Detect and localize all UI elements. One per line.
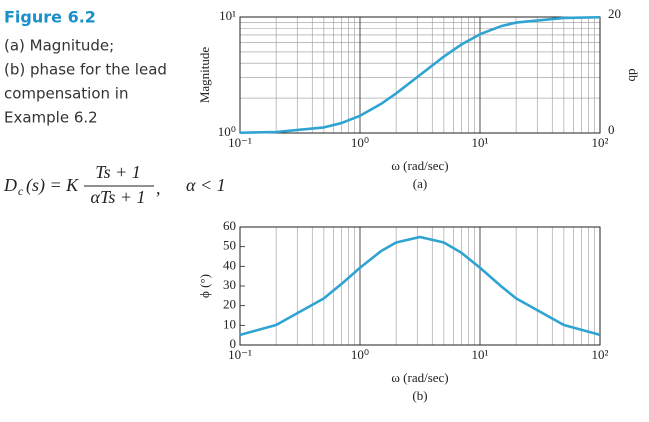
data-line <box>239 15 601 135</box>
subtitle: (a) <box>413 176 427 191</box>
y-axis-label: Magnitude <box>197 47 212 104</box>
y-tick-label: 10 <box>223 316 236 331</box>
formula-sep: , <box>156 178 161 198</box>
caption-line: (b) phase for the lead <box>4 61 167 79</box>
formula-lhs: D <box>3 175 17 195</box>
y-tick-label: 10¹ <box>219 8 236 23</box>
subtitle: (b) <box>412 388 427 403</box>
caption-line: Example 6.2 <box>4 109 98 127</box>
figure-title: Figure 6.2 <box>4 8 96 27</box>
caption-line: (a) Magnitude; <box>4 37 114 55</box>
x-tick-label: 10² <box>592 347 609 362</box>
y-tick-label: 10⁰ <box>218 124 236 139</box>
caption-line: compensation in <box>4 85 128 103</box>
x-tick-label: 10² <box>592 135 609 150</box>
x-tick-label: 10⁻¹ <box>228 347 252 362</box>
y-tick-label: 20 <box>223 297 236 312</box>
x-tick-label: 10¹ <box>472 347 489 362</box>
x-tick-label: 10⁰ <box>351 347 369 362</box>
formula-mid: (s) = K <box>26 175 79 196</box>
x-tick-label: 10¹ <box>472 135 489 150</box>
x-tick-label: 10⁰ <box>351 135 369 150</box>
plot-frame <box>239 226 601 346</box>
x-tick-label: 10⁻¹ <box>228 135 252 150</box>
y2-axis-label: db <box>626 69 641 82</box>
plot-frame <box>239 16 601 134</box>
y2-tick-label: 0 <box>608 122 615 137</box>
formula-num: Ts + 1 <box>95 162 141 182</box>
y-tick-label: 30 <box>223 277 236 292</box>
data-line <box>239 235 601 337</box>
y-axis-label: ϕ (°) <box>197 274 212 298</box>
y2-tick-label: 20 <box>608 6 621 21</box>
y-tick-label: 60 <box>223 218 236 233</box>
x-axis-label: ω (rad/sec) <box>391 158 448 173</box>
y-tick-label: 0 <box>230 336 237 351</box>
x-axis-label: ω (rad/sec) <box>391 370 448 385</box>
formula-sub: c <box>18 184 24 198</box>
formula-den: αTs + 1 <box>91 187 146 207</box>
formula-cond: α < 1 <box>186 175 226 195</box>
y-tick-label: 50 <box>223 238 236 253</box>
y-tick-label: 40 <box>223 257 236 272</box>
